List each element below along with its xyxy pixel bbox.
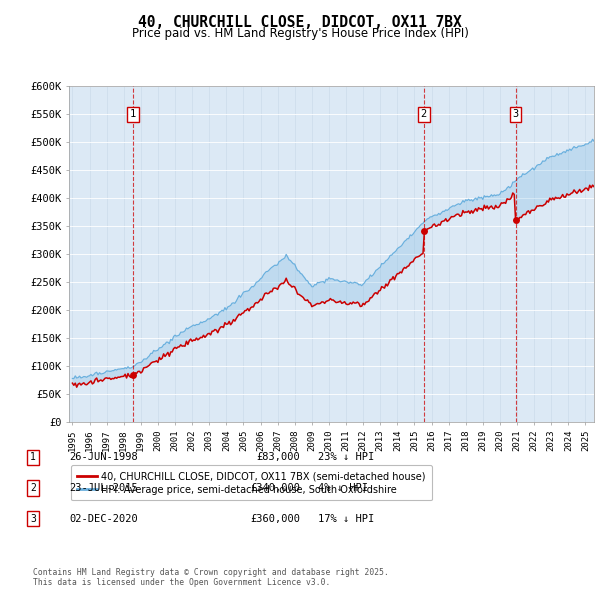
Text: 2: 2 (30, 483, 36, 493)
Text: 40, CHURCHILL CLOSE, DIDCOT, OX11 7BX: 40, CHURCHILL CLOSE, DIDCOT, OX11 7BX (138, 15, 462, 30)
Text: 1: 1 (130, 109, 136, 119)
Text: 1: 1 (30, 453, 36, 462)
Legend: 40, CHURCHILL CLOSE, DIDCOT, OX11 7BX (semi-detached house), HPI: Average price,: 40, CHURCHILL CLOSE, DIDCOT, OX11 7BX (s… (71, 466, 432, 500)
Text: 3: 3 (30, 514, 36, 523)
Text: Contains HM Land Registry data © Crown copyright and database right 2025.
This d: Contains HM Land Registry data © Crown c… (33, 568, 389, 587)
Text: £360,000: £360,000 (250, 514, 300, 523)
Text: 3: 3 (512, 109, 519, 119)
Text: 17% ↓ HPI: 17% ↓ HPI (318, 514, 374, 523)
Text: 02-DEC-2020: 02-DEC-2020 (69, 514, 138, 523)
Text: 23-JUL-2015: 23-JUL-2015 (69, 483, 138, 493)
Text: £340,000: £340,000 (250, 483, 300, 493)
Text: 4% ↓ HPI: 4% ↓ HPI (318, 483, 368, 493)
Text: 2: 2 (421, 109, 427, 119)
Text: 26-JUN-1998: 26-JUN-1998 (69, 453, 138, 462)
Text: £83,000: £83,000 (256, 453, 300, 462)
Text: 23% ↓ HPI: 23% ↓ HPI (318, 453, 374, 462)
Text: Price paid vs. HM Land Registry's House Price Index (HPI): Price paid vs. HM Land Registry's House … (131, 27, 469, 40)
